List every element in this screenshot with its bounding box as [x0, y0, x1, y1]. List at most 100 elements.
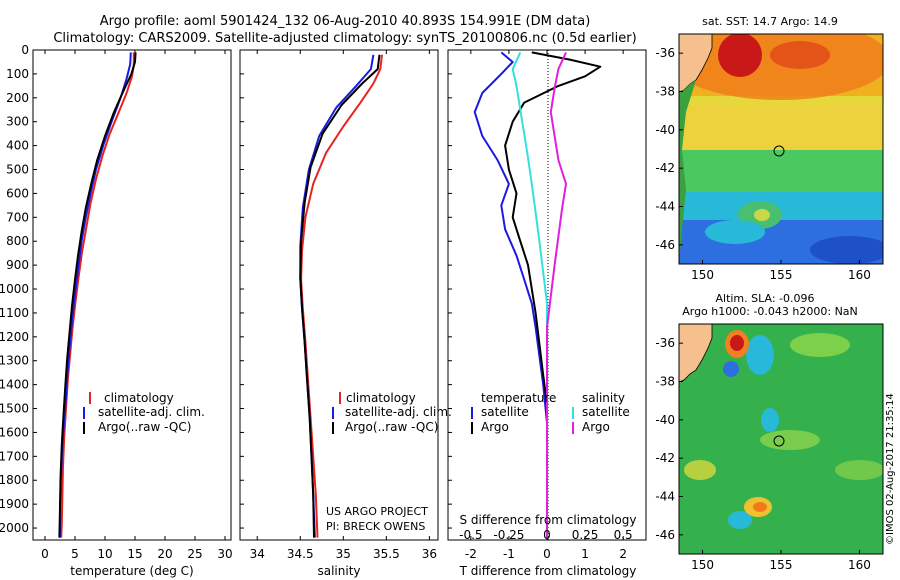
y-tick-label: 500 [6, 163, 29, 177]
s-diff-tick-label: -0.25 [493, 528, 524, 542]
x-tick-label: 25 [187, 547, 202, 561]
profile-line [546, 51, 567, 538]
sla-light-patch [760, 430, 820, 450]
salinity-panel-frame [239, 49, 439, 541]
map-y-tick-label: -40 [655, 413, 675, 427]
difference-legend: temperature satellite Argo salinity sate… [471, 391, 630, 434]
s-diff-tick-label: 0.25 [572, 528, 599, 542]
sst-dark-blue [810, 236, 883, 264]
sst-green-band [679, 150, 883, 192]
sla-light-patch [790, 333, 850, 357]
argo-position-marker [773, 145, 785, 157]
legend-label-climatology: climatology [346, 391, 416, 405]
map-x-tick-label: 155 [770, 268, 793, 282]
map-y-tick-label: -36 [655, 46, 675, 60]
y-tick-label: 1700 [0, 449, 29, 463]
temperature-profiles [58, 52, 137, 538]
sst-map-title: sat. SST: 14.7 Argo: 14.9 [702, 15, 838, 28]
y-tick-label: 1400 [0, 378, 29, 392]
map-x-tick-label: 160 [848, 268, 871, 282]
y-tick-label: 1300 [0, 354, 29, 368]
salinity-profiles [299, 54, 383, 538]
x-tick-label: 0 [41, 547, 49, 561]
sst-yellow-band [679, 105, 883, 150]
sst-red-patch [770, 41, 830, 69]
map-x-tick-label: 155 [770, 558, 793, 572]
s-diff-tick-label: -0.5 [459, 528, 482, 542]
y-tick-label: 1500 [0, 402, 29, 416]
legend-label-argo: Argo(..raw -QC) [345, 420, 438, 434]
sla-blue-eddy [723, 361, 739, 377]
sla-map [679, 324, 883, 554]
x-tick-label: 10 [97, 547, 112, 561]
y-tick-label: 1100 [0, 306, 29, 320]
map-x-tick-label: 160 [848, 558, 871, 572]
legend-label-sal-satellite: satellite [582, 405, 630, 419]
x-tick-label: 34.5 [287, 547, 314, 561]
x-tick-label: 2 [619, 547, 627, 561]
legend-label-satellite: satellite-adj. clim. [98, 405, 205, 419]
sla-cyan-eddy [746, 335, 774, 375]
legend-label-temp-argo: Argo [481, 420, 509, 434]
y-tick-label: 0 [21, 43, 29, 57]
y-tick-label: 800 [6, 234, 29, 248]
y-tick-label: 900 [6, 258, 29, 272]
project-credit-line2: PI: BRECK OWENS [326, 520, 425, 533]
map-y-tick-label: -38 [655, 85, 675, 99]
legend-label-climatology: climatology [104, 391, 174, 405]
map-y-tick-label: -44 [655, 490, 675, 504]
x-tick-label: 15 [127, 547, 142, 561]
x-tick-label: -2 [465, 547, 477, 561]
difference-top-xlabel: S difference from climatology [460, 513, 637, 527]
sst-yellow-eddy [754, 209, 770, 221]
temperature-xlabel: temperature (deg C) [70, 564, 193, 578]
profile-line [504, 51, 602, 538]
y-tick-label: 300 [6, 115, 29, 129]
salinity-legend: climatology satellite-adj. clim. Argo(..… [332, 391, 452, 434]
y-tick-label: 2000 [0, 521, 29, 535]
map-y-tick-label: -44 [655, 200, 675, 214]
profile-line [511, 51, 548, 538]
sst-cyan-tongue [705, 220, 765, 244]
map-y-tick-label: -38 [655, 375, 675, 389]
map-y-tick-label: -40 [655, 123, 675, 137]
profile-line [473, 51, 548, 538]
temperature-axes: 0 5 10 15 20 25 300100200300400500600700800900… [0, 43, 233, 561]
x-tick-label: 34 [250, 547, 265, 561]
title-line2: Climatology: CARS2009. Satellite-adjuste… [53, 31, 636, 46]
map-x-tick-label: 150 [691, 558, 714, 572]
sla-cyan-eddy [728, 511, 752, 529]
legend-label-argo: Argo(..raw -QC) [98, 420, 191, 434]
sla-map-ticks: 150 155 160 -36 -38 -40 -42 -44 -46 [655, 336, 871, 572]
map-y-tick-label: -46 [655, 528, 675, 542]
legend-label-temp-satellite: satellite [481, 405, 529, 419]
y-tick-label: 1600 [0, 425, 29, 439]
x-tick-label: 0 [543, 547, 551, 561]
y-tick-label: 1200 [0, 330, 29, 344]
y-tick-label: 1900 [0, 497, 29, 511]
sst-map-ticks: 150 155 160 -36 -38 -40 -42 -44 -46 [655, 46, 871, 282]
s-diff-tick-label: 0 [543, 528, 551, 542]
x-tick-label: 35 [336, 547, 351, 561]
x-tick-label: 30 [217, 547, 232, 561]
sst-hot-core [718, 34, 762, 77]
project-credit-line1: US ARGO PROJECT [326, 505, 428, 518]
sst-coastal-strip [679, 80, 696, 264]
x-tick-label: 36 [422, 547, 437, 561]
legend-label-sal-argo: Argo [582, 420, 610, 434]
difference-profiles [473, 51, 602, 538]
salinity-difference-ticks: -0.5 -0.25 0 0.25 0.5 [459, 528, 633, 542]
s-diff-tick-label: 0.5 [614, 528, 633, 542]
temperature-legend: climatology satellite-adj. clim. Argo(..… [83, 391, 205, 434]
salinity-axes: 34 34.5 35 35.5 36 [240, 49, 437, 561]
y-tick-label: 200 [6, 91, 29, 105]
map-y-tick-label: -46 [655, 238, 675, 252]
x-tick-label: 35.5 [373, 547, 400, 561]
profile-line [299, 54, 381, 538]
timestamp: ©IMOS 02-Aug-2017 21:35:14 [885, 393, 896, 545]
y-tick-label: 1800 [0, 473, 29, 487]
salinity-xlabel: salinity [317, 564, 360, 578]
difference-xlabel: T difference from climatology [459, 564, 637, 578]
map-y-tick-label: -42 [655, 161, 675, 175]
sla-orange-core [753, 502, 767, 512]
